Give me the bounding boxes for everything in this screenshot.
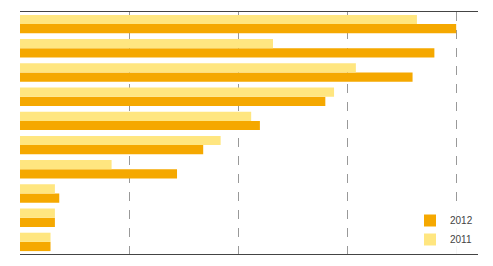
svg-text:2011: 2011 bbox=[450, 234, 472, 245]
svg-text:2012: 2012 bbox=[450, 215, 473, 226]
